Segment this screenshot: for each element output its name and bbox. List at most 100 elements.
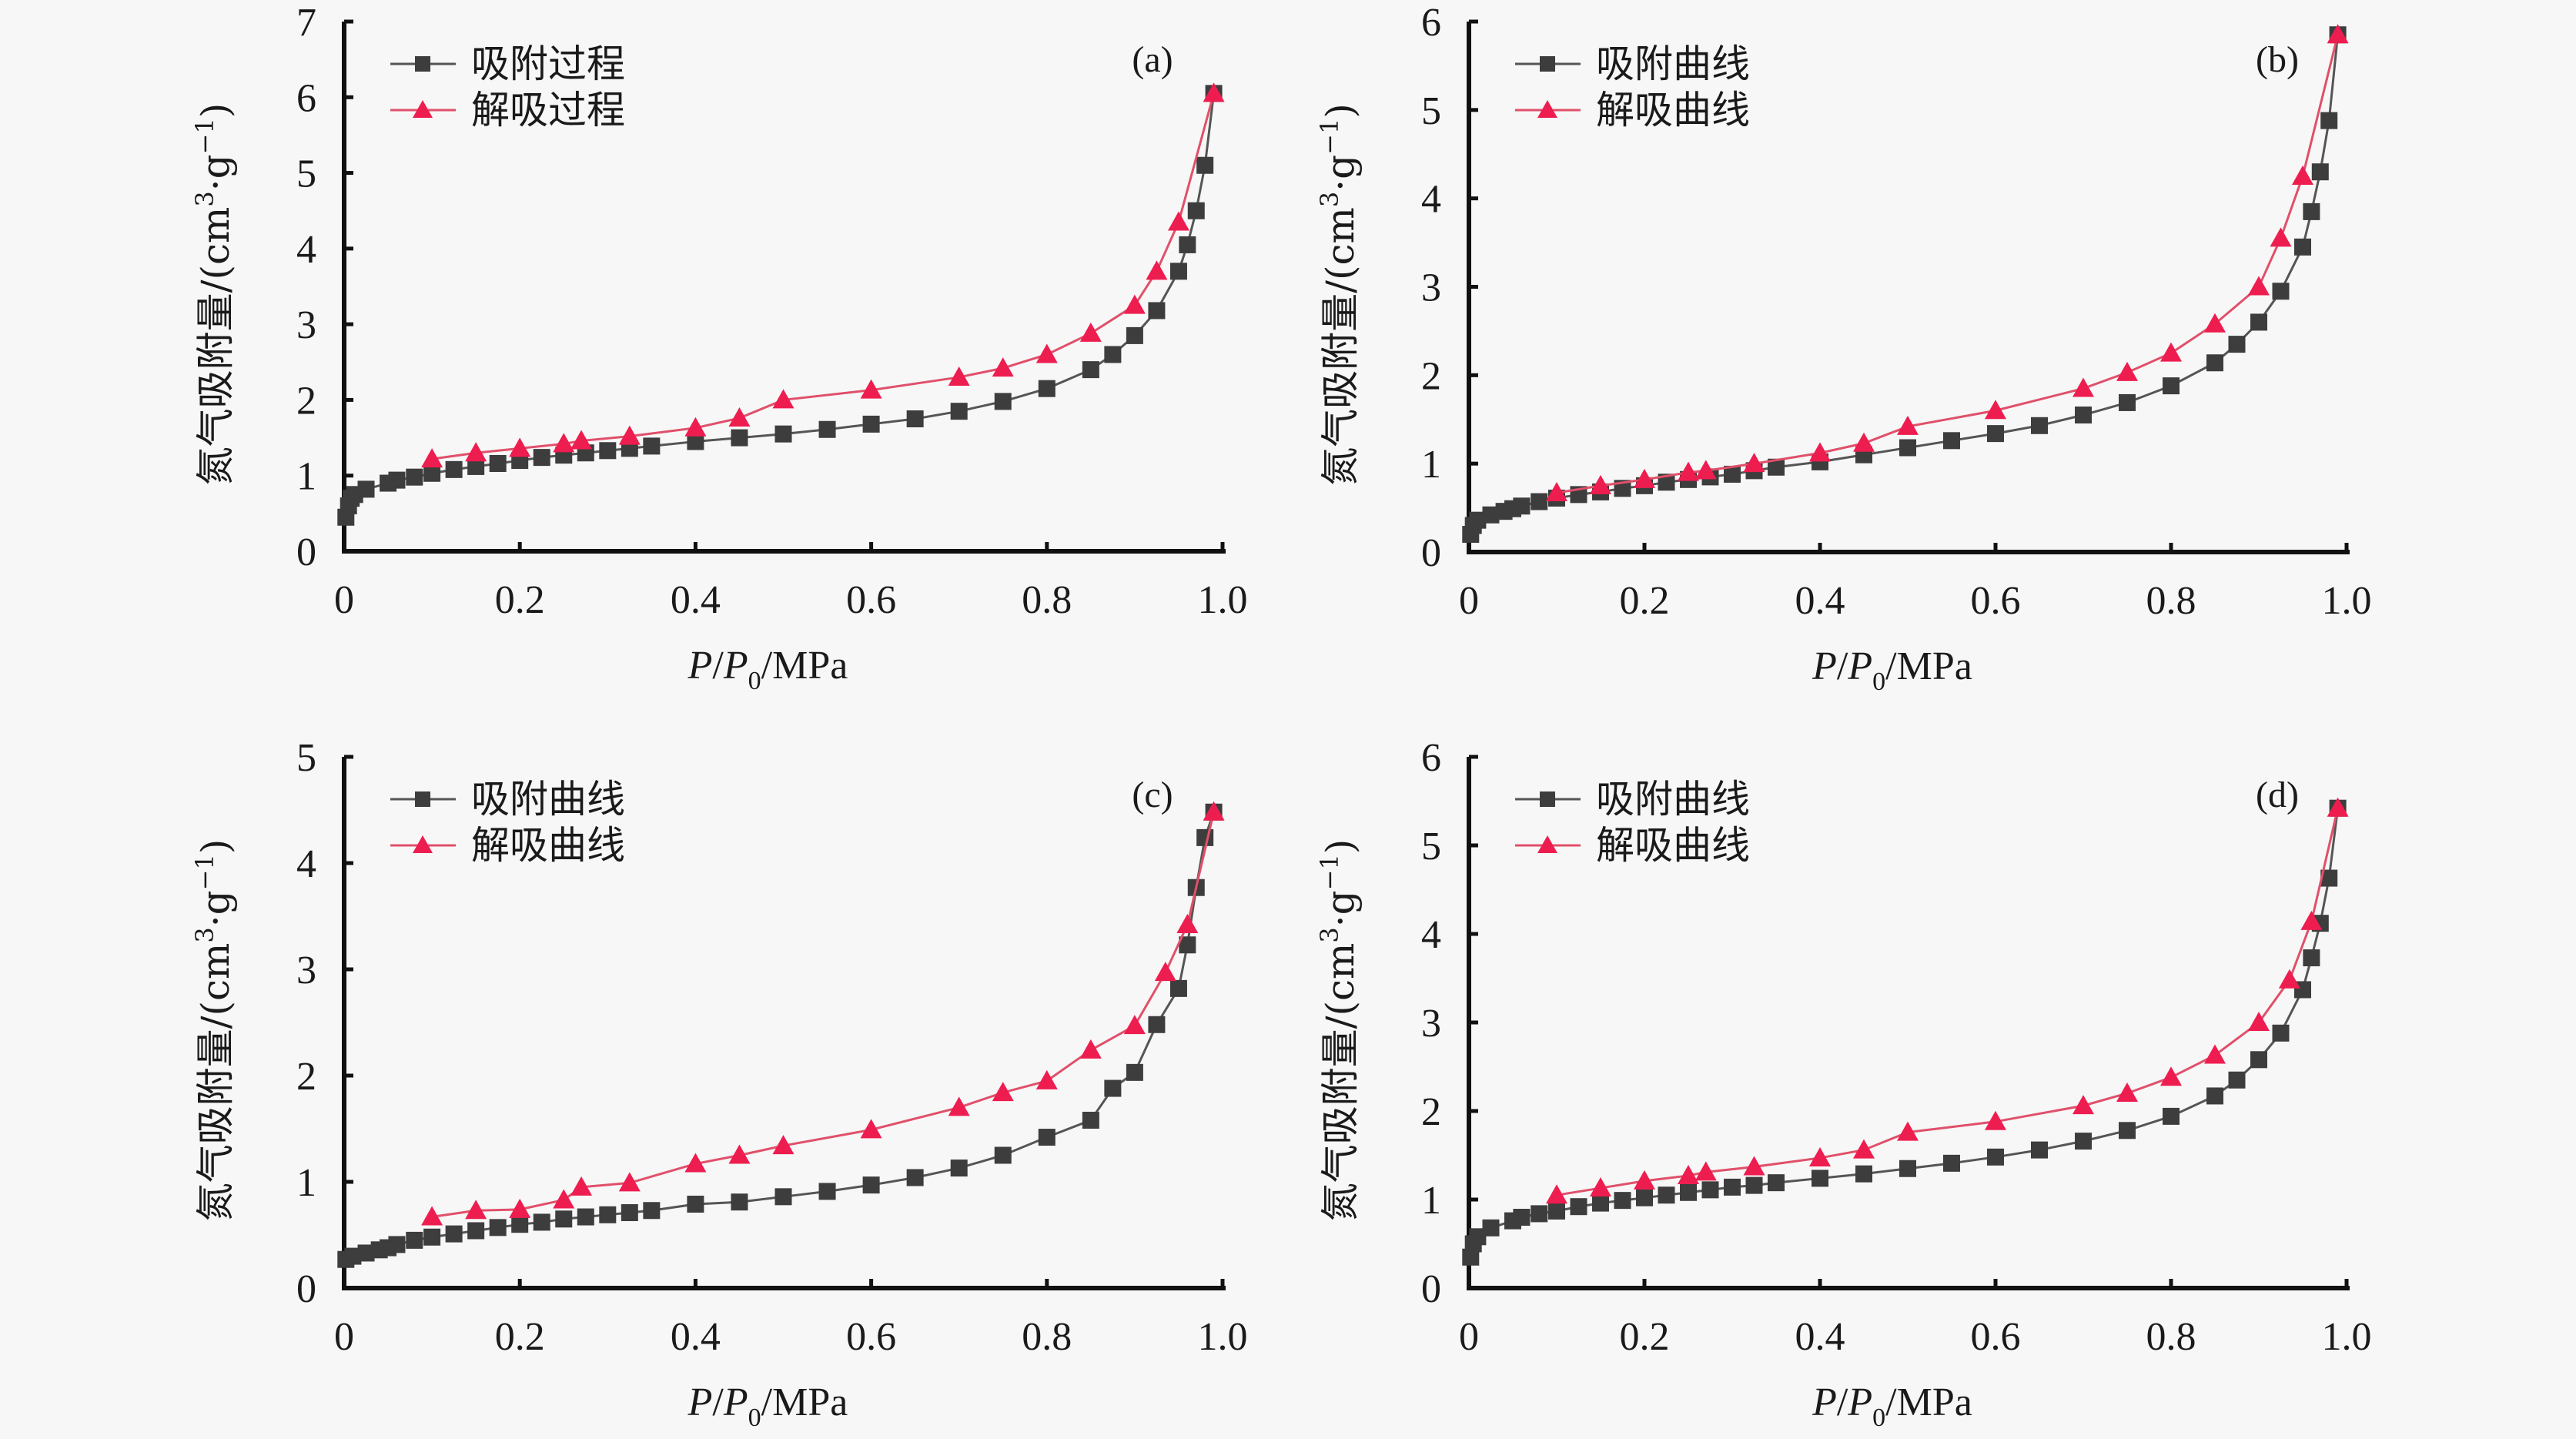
x-axis-label: P/P0/MPa [1812,644,1972,696]
data-point-square [731,429,748,447]
legend-triangle-icon [1537,835,1557,853]
data-point-square [1469,511,1487,529]
legend-item-adsorption: 吸附曲线 [1515,777,1750,822]
data-point-triangle [1123,294,1146,314]
data-point-square [621,1204,638,1222]
data-point-triangle [992,357,1014,377]
data-point-square [1179,236,1196,253]
desorption-series [421,801,1225,1226]
data-point-triangle [570,430,593,450]
data-point-square [1636,1189,1653,1206]
data-point-triangle [1634,468,1655,488]
y-tick-label: 5 [1421,89,1441,133]
panel-label: (b) [2256,39,2299,80]
data-point-triangle [421,448,443,468]
y-tick-label: 0 [1421,1267,1441,1311]
data-point-square [2075,1133,2092,1150]
data-point-square [1104,346,1122,363]
data-point-triangle [1897,1121,1919,1141]
data-point-square [533,1213,550,1231]
data-point-triangle [1853,1139,1875,1159]
x-tick-label: 0.8 [1022,578,1072,622]
data-point-square [489,1219,507,1237]
data-point-square [577,1208,594,1226]
x-tick-label: 0 [1459,579,1479,623]
y-tick-label: 4 [296,228,316,272]
data-point-square [2031,417,2048,434]
legend-square-icon [1540,791,1555,807]
y-tick-label: 2 [1421,1090,1441,1134]
y-axis-label: 氮气吸附量/(cm3·g−1) [190,103,238,486]
data-point-triangle [618,425,641,445]
data-point-triangle [948,1096,970,1116]
adsorption-series [1462,26,2347,544]
desorption-line [431,812,1216,1219]
data-point-triangle [618,1172,641,1192]
data-point-square [906,410,924,427]
data-point-square [1148,302,1166,320]
x-tick-label: 0.6 [1971,1315,2021,1359]
panel-label: (c) [1132,775,1173,815]
data-point-triangle [509,437,531,457]
x-tick-label: 0.2 [495,578,545,622]
data-point-square [445,460,463,478]
x-tick-label: 1.0 [2322,579,2372,623]
chart-panel-c: 0 1 2 3 4 5 0 0.2 0.4 0.6 0.8 1.0 P/P0/MPa 氮气吸附量/(cm3… [190,736,1248,1432]
y-tick-label: 6 [296,76,316,120]
data-point-triangle [2073,377,2094,397]
legend-square-icon [415,791,430,807]
data-point-square [2294,238,2311,256]
data-point-triangle [1154,962,1176,982]
data-point-triangle [1176,914,1199,934]
data-point-square [774,425,792,443]
legend-item-desorption: 解吸曲线 [390,823,625,868]
data-point-square [2272,283,2290,300]
data-point-square [1570,1198,1587,1216]
data-point-square [1680,1183,1697,1201]
data-point-triangle [1678,461,1699,481]
data-point-triangle [1079,1039,1102,1059]
data-point-square [2228,1071,2246,1089]
x-tick-label: 0 [334,1315,354,1359]
data-point-triangle [684,1153,707,1173]
x-tick-label: 0.8 [2146,579,2196,623]
legend-label: 吸附曲线 [471,777,625,822]
data-point-square [511,1216,529,1233]
legend-item-adsorption: 吸附过程 [390,42,625,86]
data-point-square [1482,506,1500,524]
data-point-square [950,403,968,420]
y-tick-label: 1 [296,455,316,499]
panel-label: (a) [1132,39,1173,80]
data-point-triangle [1694,460,1717,480]
data-point-square [1724,1178,1741,1196]
data-point-triangle [1743,1156,1765,1176]
data-point-square [1987,1148,2004,1166]
x-tick-label: 1.0 [1198,1315,1248,1359]
data-point-square [599,442,617,460]
x-tick-label: 0.4 [1795,579,1845,623]
y-tick-label: 6 [1421,1,1441,45]
data-point-square [1513,1209,1531,1226]
legend-label: 吸附曲线 [1596,777,1750,822]
data-point-square [599,1206,617,1223]
data-point-square [357,1244,375,1262]
data-point-square [1482,1219,1500,1237]
y-tick-label: 1 [1421,1179,1441,1223]
data-point-triangle [2073,1095,2094,1115]
chart-panel-b: 0 1 2 3 4 5 6 0 0.2 0.4 0.6 0.8 1.0 P/P0/MPa 氮气吸附量/(cm… [1315,1,2372,696]
data-point-triangle [2327,797,2349,817]
data-point-triangle [992,1082,1014,1102]
data-point-triangle [1546,1184,1567,1204]
data-point-square [2163,1107,2180,1125]
data-point-square [1592,1194,1609,1212]
data-point-square [357,480,375,498]
data-point-triangle [553,1189,575,1209]
legend-item-desorption: 解吸曲线 [1515,823,1750,868]
data-point-square [1187,202,1205,219]
legend-square-icon [1540,56,1555,72]
data-point-square [1179,936,1196,954]
y-tick-label: 3 [1421,1002,1441,1046]
data-point-triangle [1035,343,1058,363]
